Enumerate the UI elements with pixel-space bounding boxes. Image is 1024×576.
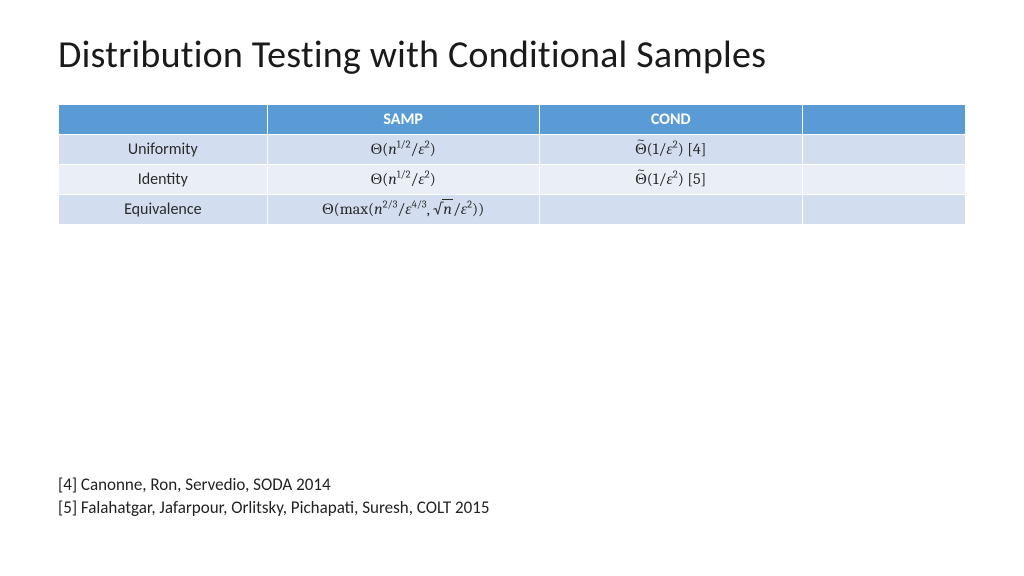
results-table: SAMP COND Uniformity Θ(n1/2/ε2) Θ(1/ε2) … [58,104,966,225]
cell-samp: Θ(max(n2/3/ε4/3, n/ε2)) [267,195,539,225]
slide-title: Distribution Testing with Conditional Sa… [58,32,966,78]
row-label: Identity [59,165,268,195]
cell-cond [539,195,802,225]
table-header-empty [59,105,268,135]
table-row: Identity Θ(n1/2/ε2) Θ(1/ε2) [5] [59,165,966,195]
cell-extra [802,135,965,165]
cell-samp: Θ(n1/2/ε2) [267,165,539,195]
cell-extra [802,195,965,225]
table-header-extra [802,105,965,135]
cell-cond: Θ(1/ε2) [4] [539,135,802,165]
reference-line: [5] Falahatgar, Jafarpour, Orlitsky, Pic… [58,497,489,520]
row-label: Equivalence [59,195,268,225]
table-header-samp: SAMP [267,105,539,135]
table-header-row: SAMP COND [59,105,966,135]
cell-cond: Θ(1/ε2) [5] [539,165,802,195]
table-body: Uniformity Θ(n1/2/ε2) Θ(1/ε2) [4] Identi… [59,135,966,225]
cell-samp: Θ(n1/2/ε2) [267,135,539,165]
cell-extra [802,165,965,195]
reference-line: [4] Canonne, Ron, Servedio, SODA 2014 [58,474,489,497]
references: [4] Canonne, Ron, Servedio, SODA 2014 [5… [58,474,489,520]
row-label: Uniformity [59,135,268,165]
table-row: Equivalence Θ(max(n2/3/ε4/3, n/ε2)) [59,195,966,225]
table-header-cond: COND [539,105,802,135]
slide: Distribution Testing with Conditional Sa… [0,0,1024,576]
table-row: Uniformity Θ(n1/2/ε2) Θ(1/ε2) [4] [59,135,966,165]
